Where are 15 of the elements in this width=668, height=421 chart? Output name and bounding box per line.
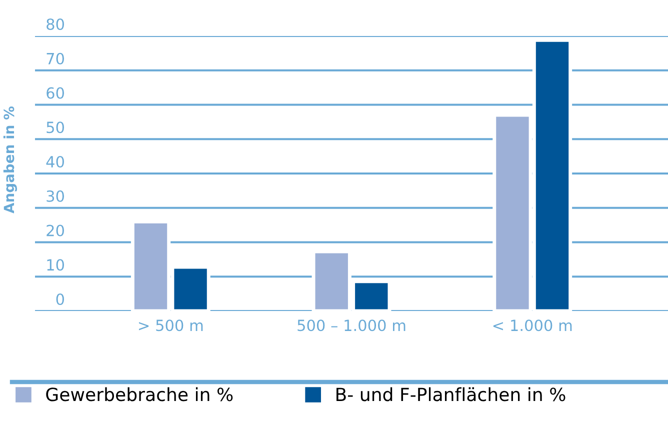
y-axis-title: Angaben in % xyxy=(3,106,17,214)
legend-label: B- und F-Planflächen in % xyxy=(336,387,566,402)
x-tick-label: < 1.000 m xyxy=(493,320,572,332)
legend-label: Gewerbebrache in % xyxy=(46,387,233,402)
y-tick-label: 70 xyxy=(46,52,64,64)
y-tick-label: 60 xyxy=(46,87,64,99)
y-tick-label: 30 xyxy=(46,190,64,202)
x-tick-label: > 500 m xyxy=(138,320,203,332)
y-tick-label: 40 xyxy=(46,156,64,168)
x-tick-label: 500 – 1.000 m xyxy=(298,320,406,332)
y-tick-label: 10 xyxy=(47,259,64,271)
y-tick-label: 20 xyxy=(46,224,64,236)
y-tick-label: 80 xyxy=(46,18,64,30)
y-tick-label: 0 xyxy=(56,293,64,306)
y-tick-label: 50 xyxy=(46,122,64,134)
